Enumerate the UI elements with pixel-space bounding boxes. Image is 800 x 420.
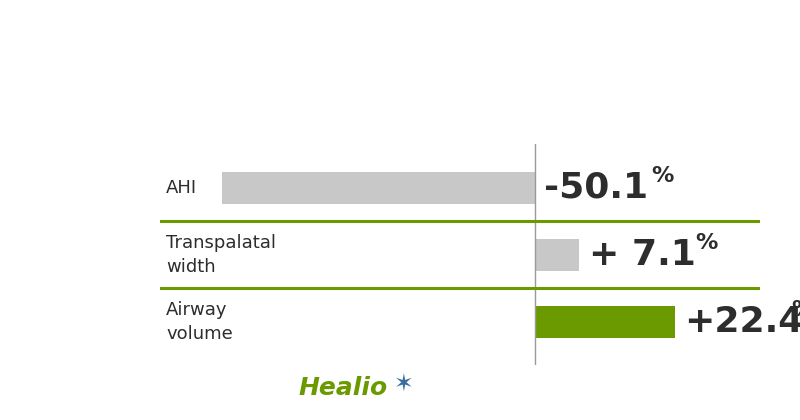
- Text: Percent change from before to after oral appliance: Percent change from before to after oral…: [99, 29, 701, 49]
- Text: treatment among adults with severe OSA:: treatment among adults with severe OSA:: [151, 74, 649, 94]
- Text: Healio: Healio: [299, 376, 388, 400]
- Bar: [535, 306, 675, 338]
- Text: %: %: [791, 300, 800, 320]
- Text: -50.1: -50.1: [544, 171, 649, 205]
- Text: ✶: ✶: [394, 372, 414, 396]
- Bar: [535, 239, 579, 271]
- Text: + 7.1: + 7.1: [589, 238, 696, 272]
- Text: AHI: AHI: [166, 178, 198, 197]
- Text: %: %: [651, 165, 674, 186]
- Bar: [222, 171, 535, 204]
- Text: %: %: [695, 233, 718, 253]
- Text: Transpalatal
width: Transpalatal width: [166, 234, 276, 276]
- Text: Airway
volume: Airway volume: [166, 301, 233, 343]
- Text: +22.4: +22.4: [684, 305, 800, 339]
